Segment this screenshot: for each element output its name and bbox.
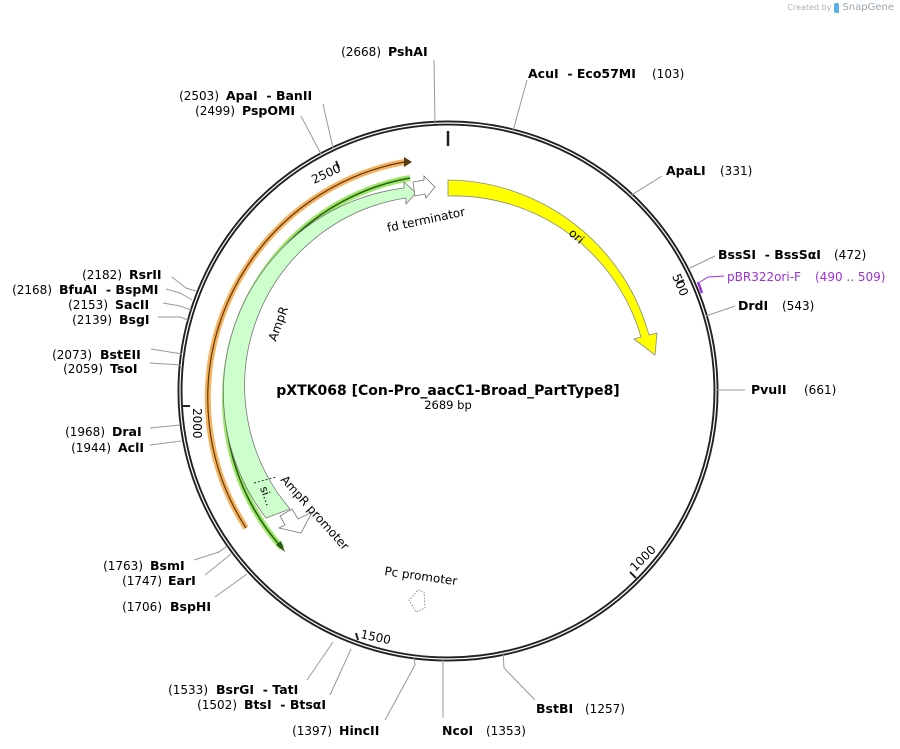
site-bsteii[interactable]: (2073) BstEII bbox=[52, 347, 141, 362]
site-bsphi[interactable]: (1706) BspHI bbox=[122, 599, 211, 614]
svg-text:(472): (472) bbox=[834, 248, 866, 262]
feature-pc-promoter: Pc promoter bbox=[384, 564, 459, 613]
svg-text:BsmI: BsmI bbox=[150, 558, 185, 573]
svg-text:(2153): (2153) bbox=[68, 298, 108, 312]
svg-text:BsgI: BsgI bbox=[119, 312, 150, 327]
svg-text:BtsI - BtsαI: BtsI - BtsαI bbox=[244, 697, 326, 712]
site-ncoi[interactable]: NcoI (1353) bbox=[442, 723, 526, 738]
feature-ori: ori bbox=[447, 179, 658, 356]
svg-text:DraI: DraI bbox=[112, 424, 142, 439]
svg-text:(1353): (1353) bbox=[486, 724, 526, 738]
tick-1500: 1500 bbox=[355, 627, 392, 647]
site-rsrii[interactable]: (2182) RsrII bbox=[82, 267, 161, 282]
svg-text:si…: si… bbox=[257, 485, 276, 508]
site-tsoi[interactable]: (2059) TsoI bbox=[63, 361, 137, 376]
svg-text:NcoI: NcoI bbox=[442, 723, 473, 738]
svg-text:1000: 1000 bbox=[627, 543, 658, 574]
svg-text:(661): (661) bbox=[804, 383, 836, 397]
svg-text:AclI: AclI bbox=[118, 440, 144, 455]
credit-brand: SnapGene bbox=[842, 2, 894, 13]
svg-text:BsrGI - TatI: BsrGI - TatI bbox=[216, 682, 298, 697]
site-bsssi-bsssai[interactable]: BssSI - BssSαI (472) bbox=[718, 247, 866, 262]
primer-pbr322ori-f[interactable]: pBR322ori-F (490 .. 509) bbox=[696, 270, 885, 294]
site-pspomi[interactable]: (2499) PspOMI bbox=[195, 103, 295, 118]
svg-text:2000: 2000 bbox=[190, 408, 204, 439]
site-drai[interactable]: (1968) DraI bbox=[65, 424, 142, 439]
site-bstbi[interactable]: BstBI (1257) bbox=[536, 701, 625, 716]
svg-text:PvuII: PvuII bbox=[751, 382, 787, 397]
svg-text:(2073): (2073) bbox=[52, 348, 92, 362]
svg-text:(2139): (2139) bbox=[72, 313, 112, 327]
feature-ampr-promoter: AmpR promoter bbox=[278, 473, 352, 553]
plasmid-backbone bbox=[177, 120, 719, 662]
svg-text:ApaI - BanII: ApaI - BanII bbox=[226, 88, 312, 103]
plasmid-name: pXTK068 [Con-Pro_aacC1-Broad_PartType8] bbox=[276, 383, 619, 399]
site-leaders bbox=[149, 59, 745, 721]
svg-text:BssSI - BssSαI: BssSI - BssSαI bbox=[718, 247, 821, 262]
svg-text:(1397): (1397) bbox=[292, 724, 332, 738]
svg-text:RsrII: RsrII bbox=[129, 267, 162, 282]
svg-text:AmpR: AmpR bbox=[266, 305, 291, 343]
svg-text:TsoI: TsoI bbox=[110, 361, 138, 376]
site-apai-banii[interactable]: (2503) ApaI - BanII bbox=[179, 88, 312, 103]
primer-name: pBR322ori-F bbox=[727, 270, 801, 284]
feature-signal-sequence: si… bbox=[253, 476, 276, 508]
site-eari[interactable]: (1747) EarI bbox=[122, 573, 196, 588]
svg-text:(331): (331) bbox=[720, 164, 752, 178]
site-bfuai-bspmi[interactable]: (2168) BfuAI - BspMI bbox=[12, 282, 158, 297]
svg-text:(2182): (2182) bbox=[82, 268, 122, 282]
svg-text:BstBI: BstBI bbox=[536, 701, 573, 716]
svg-text:(543): (543) bbox=[782, 299, 814, 313]
svg-text:ApaLI: ApaLI bbox=[666, 163, 706, 178]
svg-text:AcuI - Eco57MI: AcuI - Eco57MI bbox=[528, 66, 636, 81]
credit-prefix: Created by bbox=[787, 3, 832, 12]
svg-text:EarI: EarI bbox=[168, 573, 196, 588]
svg-text:(2668): (2668) bbox=[341, 45, 381, 59]
svg-text:Pc promoter: Pc promoter bbox=[384, 564, 459, 588]
svg-text:fd terminator: fd terminator bbox=[386, 205, 467, 235]
site-btsi-btsai[interactable]: (1502) BtsI - BtsαI bbox=[197, 697, 326, 712]
svg-text:(1944): (1944) bbox=[71, 441, 111, 455]
svg-text:(2059): (2059) bbox=[63, 362, 103, 376]
svg-text:DrdI: DrdI bbox=[738, 298, 768, 313]
svg-text:(1502): (1502) bbox=[197, 698, 237, 712]
svg-text:(1763): (1763) bbox=[103, 559, 143, 573]
site-hincii[interactable]: (1397) HincII bbox=[292, 723, 379, 738]
tick-2000: 2000 bbox=[183, 405, 204, 439]
orf-orange bbox=[204, 157, 412, 530]
svg-text:BfuAI - BspMI: BfuAI - BspMI bbox=[59, 282, 158, 297]
svg-text:(2503): (2503) bbox=[179, 89, 219, 103]
snapgene-logo-icon bbox=[834, 2, 840, 13]
site-drdi[interactable]: DrdI (543) bbox=[738, 298, 814, 313]
svg-text:PspOMI: PspOMI bbox=[242, 103, 295, 118]
plasmid-length: 2689 bp bbox=[424, 398, 472, 412]
site-acli[interactable]: (1944) AclI bbox=[71, 440, 144, 455]
site-acui-eco57mi[interactable]: AcuI - Eco57MI (103) bbox=[528, 66, 684, 81]
svg-text:(1968): (1968) bbox=[65, 425, 105, 439]
svg-text:(103): (103) bbox=[652, 67, 684, 81]
svg-text:(1533): (1533) bbox=[168, 683, 208, 697]
site-bsmi[interactable]: (1763) BsmI bbox=[103, 558, 185, 573]
site-apali[interactable]: ApaLI (331) bbox=[666, 163, 752, 178]
site-psHAI[interactable]: (2668) PshAI bbox=[341, 44, 428, 59]
svg-text:(2499): (2499) bbox=[195, 104, 235, 118]
primer-range: (490 .. 509) bbox=[815, 270, 885, 284]
svg-text:SacII: SacII bbox=[115, 297, 149, 312]
site-bsgi[interactable]: (2139) BsgI bbox=[72, 312, 149, 327]
svg-text:1500: 1500 bbox=[359, 627, 392, 647]
svg-text:HincII: HincII bbox=[339, 723, 379, 738]
svg-text:(1706): (1706) bbox=[122, 600, 162, 614]
svg-text:(1747): (1747) bbox=[122, 574, 162, 588]
svg-text:BspHI: BspHI bbox=[170, 599, 211, 614]
site-labels: (2668) PshAI AcuI - Eco57MI (103) ApaLI (33… bbox=[12, 44, 866, 738]
svg-text:PshAI: PshAI bbox=[388, 44, 428, 59]
svg-text:BstEII: BstEII bbox=[100, 347, 141, 362]
site-pvuii[interactable]: PvuII (661) bbox=[751, 382, 836, 397]
svg-text:(2168): (2168) bbox=[12, 283, 52, 297]
site-sacii[interactable]: (2153) SacII bbox=[68, 297, 149, 312]
site-bsrgi-tati[interactable]: (1533) BsrGI - TatI bbox=[168, 682, 298, 697]
svg-text:(1257): (1257) bbox=[585, 702, 625, 716]
snapgene-credit: Created by SnapGene bbox=[787, 2, 894, 13]
